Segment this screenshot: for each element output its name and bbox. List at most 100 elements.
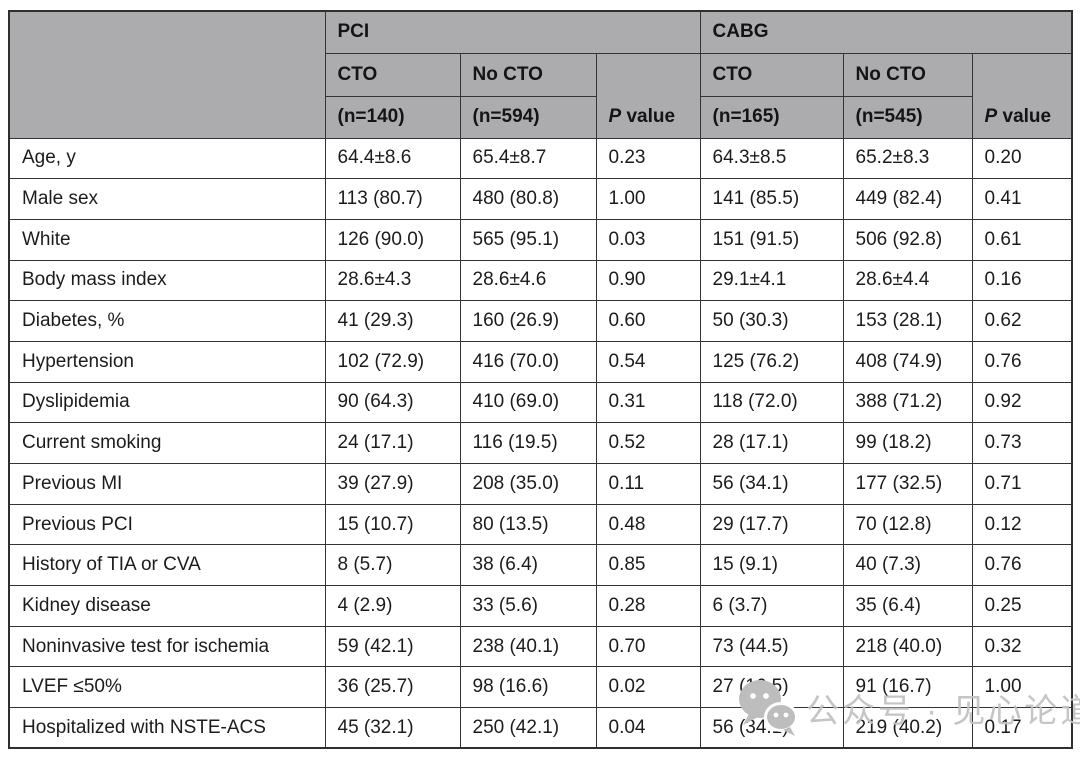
table-row: History of TIA or CVA 8 (5.7) 38 (6.4) 0… [8,544,1073,587]
header-pci-no-cto: No CTO [459,52,597,97]
table-row: Diabetes, % 41 (29.3) 160 (26.9) 0.60 50… [8,300,1073,342]
cell-cabg-no-cto: 28.6±4.4 [842,259,973,302]
cell-cabg-no-cto: 70 (12.8) [842,503,973,546]
header-n-cabg-no-cto: (n=545) [842,95,973,139]
cell-pci-cto: 113 (80.7) [324,178,461,220]
row-label: Age, y [8,137,326,180]
cell-pci-p-value: 0.03 [595,218,701,261]
cell-cabg-cto: 6 (3.7) [699,585,844,627]
cell-cabg-cto: 64.3±8.5 [699,137,844,180]
table-row: Previous MI 39 (27.9) 208 (35.0) 0.11 56… [8,463,1073,505]
cell-pci-p-value: 0.02 [595,666,701,709]
cell-cabg-no-cto: 99 (18.2) [842,422,973,464]
cell-cabg-no-cto: 91 (16.7) [842,666,973,709]
cell-cabg-cto: 141 (85.5) [699,178,844,220]
cell-pci-no-cto: 160 (26.9) [459,300,597,342]
cell-cabg-p-value: 0.62 [971,300,1073,342]
header-n-pci-cto: (n=140) [324,95,461,139]
cell-cabg-p-value: 0.20 [971,137,1073,180]
cell-pci-cto: 28.6±4.3 [324,259,461,302]
cell-pci-no-cto: 80 (13.5) [459,503,597,546]
header-cabg-no-cto: No CTO [842,52,973,97]
table-row: Body mass index 28.6±4.3 28.6±4.6 0.90 2… [8,259,1073,302]
p-value-italic-p: P [984,105,998,127]
cell-pci-cto: 41 (29.3) [324,300,461,342]
cell-cabg-cto: 118 (72.0) [699,381,844,424]
cell-cabg-cto: 73 (44.5) [699,625,844,668]
cell-cabg-no-cto: 449 (82.4) [842,178,973,220]
table-row: Noninvasive test for ischemia 59 (42.1) … [8,625,1073,668]
cell-cabg-cto: 151 (91.5) [699,218,844,261]
cell-pci-no-cto: 238 (40.1) [459,625,597,668]
cell-pci-p-value: 0.11 [595,463,701,505]
cell-pci-no-cto: 38 (6.4) [459,544,597,587]
cell-pci-cto: 8 (5.7) [324,544,461,587]
cell-pci-cto: 15 (10.7) [324,503,461,546]
cell-cabg-no-cto: 506 (92.8) [842,218,973,261]
header-group-pci: PCI [324,10,701,54]
cell-cabg-cto: 29.1±4.1 [699,259,844,302]
cell-pci-p-value: 0.04 [595,707,701,749]
header-pci-cto: CTO [324,52,461,97]
cell-cabg-cto: 15 (9.1) [699,544,844,587]
table-header: PCI CABG CTO No CTO P value CTO No CTO P… [8,10,1073,139]
cell-cabg-cto: 29 (17.7) [699,503,844,546]
cell-cabg-no-cto: 35 (6.4) [842,585,973,627]
p-value-rest: value [621,105,676,127]
cell-pci-no-cto: 98 (16.6) [459,666,597,709]
table-body: Age, y 64.4±8.6 65.4±8.7 0.23 64.3±8.5 6… [8,137,1073,749]
cell-cabg-cto: 28 (17.1) [699,422,844,464]
cell-cabg-p-value: 0.92 [971,381,1073,424]
cell-cabg-p-value: 0.76 [971,340,1073,383]
row-label: Hypertension [8,340,326,383]
cell-cabg-p-value: 0.25 [971,585,1073,627]
cell-cabg-no-cto: 40 (7.3) [842,544,973,587]
cell-pci-p-value: 1.00 [595,178,701,220]
cell-pci-no-cto: 65.4±8.7 [459,137,597,180]
cell-cabg-no-cto: 408 (74.9) [842,340,973,383]
cell-pci-p-value: 0.31 [595,381,701,424]
row-label: LVEF ≤50% [8,666,326,709]
table-row: Dyslipidemia 90 (64.3) 410 (69.0) 0.31 1… [8,381,1073,424]
cell-pci-p-value: 0.85 [595,544,701,587]
cell-pci-p-value: 0.48 [595,503,701,546]
cell-pci-p-value: 0.28 [595,585,701,627]
table-row: Male sex 113 (80.7) 480 (80.8) 1.00 141 … [8,178,1073,220]
header-group-cabg: CABG [699,10,1073,54]
header-cabg-cto: CTO [699,52,844,97]
cell-cabg-p-value: 0.12 [971,503,1073,546]
table-row: Hospitalized with NSTE-ACS 45 (32.1) 250… [8,707,1073,749]
p-value-italic-p: P [608,105,622,127]
cell-pci-no-cto: 33 (5.6) [459,585,597,627]
cell-pci-cto: 102 (72.9) [324,340,461,383]
header-n-cabg-cto: (n=165) [699,95,844,139]
row-label: Male sex [8,178,326,220]
cell-pci-no-cto: 416 (70.0) [459,340,597,383]
cell-pci-cto: 4 (2.9) [324,585,461,627]
table-row: LVEF ≤50% 36 (25.7) 98 (16.6) 0.02 27 (1… [8,666,1073,709]
cell-cabg-cto: 50 (30.3) [699,300,844,342]
cell-pci-no-cto: 250 (42.1) [459,707,597,749]
cell-pci-cto: 126 (90.0) [324,218,461,261]
cell-cabg-no-cto: 219 (40.2) [842,707,973,749]
cell-pci-p-value: 0.54 [595,340,701,383]
row-label: Body mass index [8,259,326,302]
cell-cabg-p-value: 0.71 [971,463,1073,505]
cell-pci-cto: 59 (42.1) [324,625,461,668]
cell-cabg-cto: 125 (76.2) [699,340,844,383]
row-label: Hospitalized with NSTE-ACS [8,707,326,749]
cell-pci-no-cto: 116 (19.5) [459,422,597,464]
baseline-characteristics-table: PCI CABG CTO No CTO P value CTO No CTO P… [8,10,1074,750]
cell-pci-p-value: 0.70 [595,625,701,668]
cell-cabg-p-value: 0.17 [971,707,1073,749]
cell-cabg-p-value: 0.32 [971,625,1073,668]
header-cabg-p-value: P value [971,52,1073,139]
cell-pci-cto: 64.4±8.6 [324,137,461,180]
row-label: White [8,218,326,261]
table-row: Age, y 64.4±8.6 65.4±8.7 0.23 64.3±8.5 6… [8,137,1073,180]
cell-cabg-no-cto: 153 (28.1) [842,300,973,342]
cell-pci-no-cto: 480 (80.8) [459,178,597,220]
header-pci-p-value: P value [595,52,701,139]
cell-pci-cto: 39 (27.9) [324,463,461,505]
